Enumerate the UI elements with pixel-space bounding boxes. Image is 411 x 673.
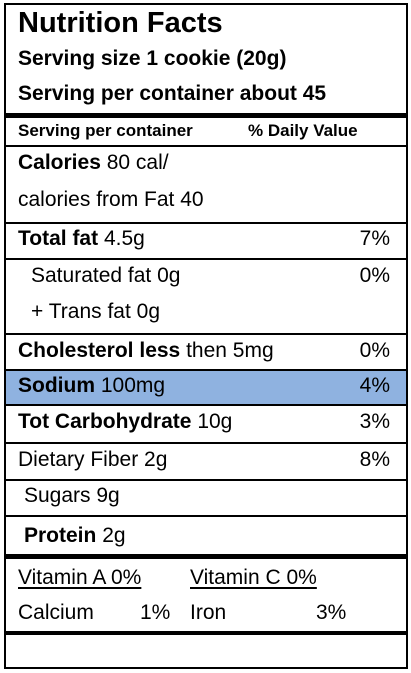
protein-amount: 2g [102,524,126,547]
carbohydrate-amount: 10g [197,410,233,433]
servings-per-container: Serving per container about 45 [18,82,327,105]
iron-label: Iron [190,601,227,624]
divider [6,404,406,406]
serving-size: Serving size 1 cookie (20g) [18,47,287,70]
calories-from-fat: calories from Fat 40 [18,188,204,211]
divider [6,369,406,371]
trans-fat-label: + Trans fat 0g [31,300,160,323]
total-fat-row: Total fat 4.5g [18,227,145,251]
saturated-fat-label: Saturated fat 0g [31,264,181,287]
column-header-serving: Serving per container [18,121,193,140]
total-fat-dv: 7% [359,227,390,250]
label-title: Nutrition Facts [18,7,223,39]
cholesterol-dv: 0% [359,339,390,362]
bottom-divider [6,631,406,635]
saturated-fat-dv: 0% [359,264,390,287]
sugars-label: Sugars 9g [24,484,120,507]
calories-row: Calories 80 cal/ [18,151,169,175]
vitamin-c: Vitamin C 0% [190,566,317,589]
divider [6,258,406,260]
header-divider [6,113,406,118]
sodium-label: Sodium [18,374,95,397]
calories-label: Calories [18,151,101,174]
protein-row: Protein 2g [24,524,126,548]
calcium-dv: 1% [140,601,171,624]
carbohydrate-dv: 3% [359,410,390,433]
protein-label: Protein [24,524,97,547]
divider [6,515,406,517]
fiber-label: Dietary Fiber 2g [18,448,168,471]
calories-value: 80 cal/ [106,151,169,174]
carbohydrate-row: Tot Carbohydrate 10g [18,410,232,434]
total-fat-amount: 4.5g [103,227,145,250]
cholesterol-row: Cholesterol less then 5mg [18,339,274,363]
divider [6,333,406,335]
total-fat-label: Total fat [18,227,99,250]
fiber-dv: 8% [359,448,390,471]
divider [6,145,406,147]
iron-dv: 3% [316,601,347,624]
sodium-amount: 100mg [100,374,166,397]
sodium-row: Sodium 100mg [18,374,165,398]
divider [6,442,406,444]
cholesterol-label: Cholesterol less [18,339,181,362]
vitamin-a: Vitamin A 0% [18,566,142,589]
carbohydrate-label: Tot Carbohydrate [18,410,192,433]
nutrition-facts-label: Nutrition Facts Serving size 1 cookie (2… [4,3,408,669]
divider [6,222,406,224]
divider [6,479,406,481]
sodium-dv: 4% [359,374,390,397]
calcium-label: Calcium [18,601,94,624]
column-header-daily-value: % Daily Value [248,121,358,140]
thick-divider [6,554,406,559]
sodium-highlight [6,369,406,405]
cholesterol-amount: then 5mg [186,339,274,362]
